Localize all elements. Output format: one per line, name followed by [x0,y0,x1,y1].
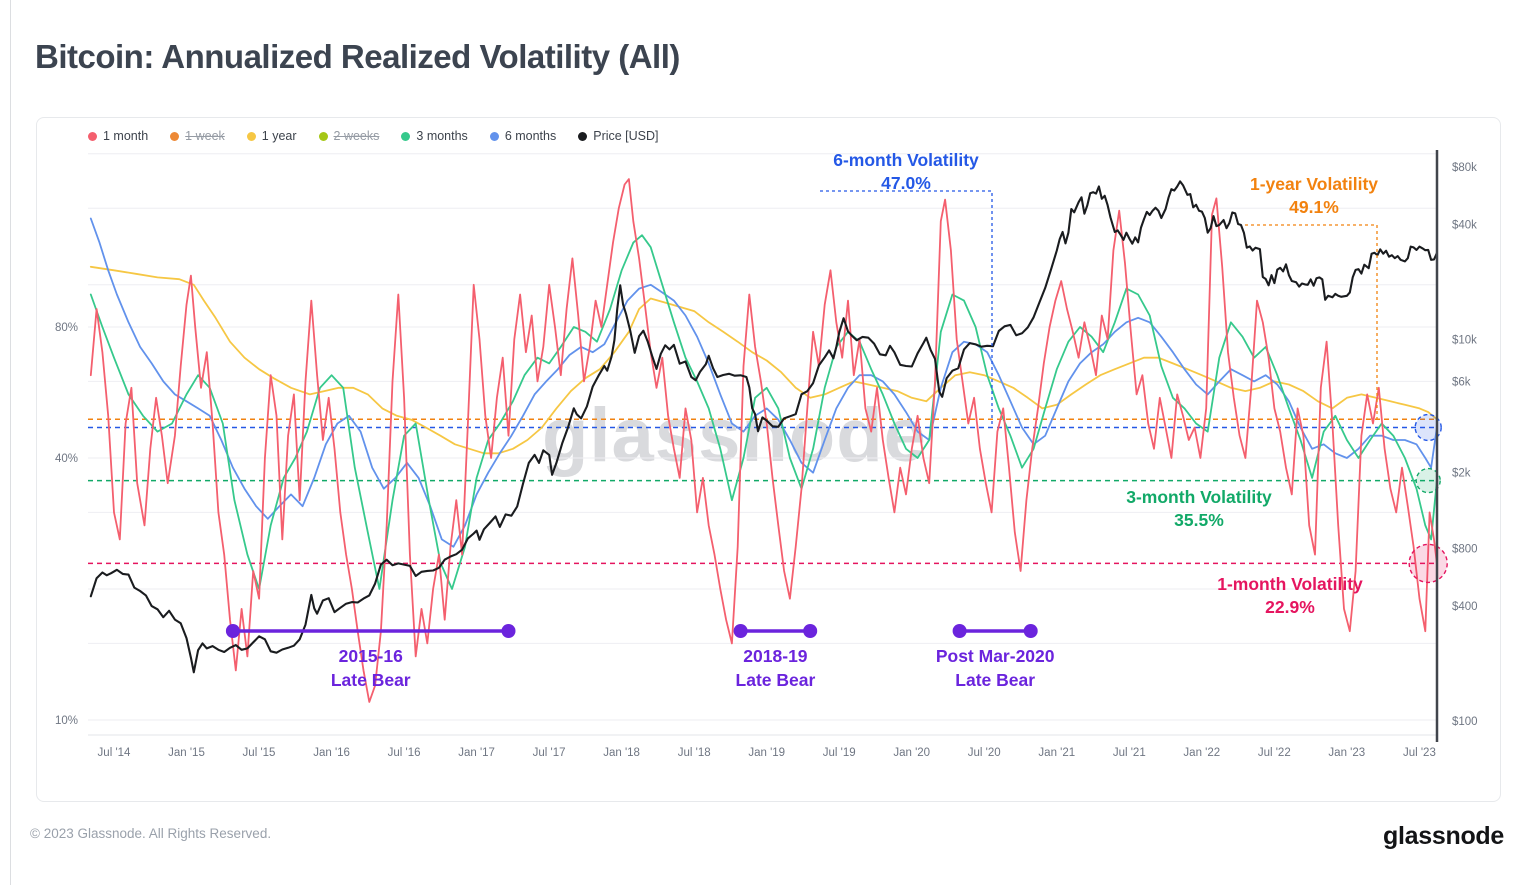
leader-line-vol1y [1245,224,1378,420]
x-tick: Jul '15 [243,747,276,759]
y-left-tick: 80% [55,322,78,334]
y-right-tick: $100 [1452,716,1478,728]
copyright-text: © 2023 Glassnode. All Rights Reserved. [30,826,272,841]
legend-label: Price [USD] [593,129,659,143]
legend-dot-icon [318,131,328,141]
bear-period-dot [733,624,748,638]
chart-card [36,117,1501,802]
glassnode-logo: glassnode [1383,822,1504,850]
bear-period-dot [952,624,967,638]
legend-dot-icon [170,131,180,141]
window-edge-divider [10,0,11,885]
legend-item-3-months[interactable]: 3 months [401,129,468,143]
legend-dot-icon [88,131,97,141]
x-tick: Jul '21 [1113,747,1146,759]
y-right-tick: $80k [1452,162,1477,174]
bear-period-dot [803,624,818,638]
y-right-tick: $10k [1452,334,1477,346]
page-title: Bitcoin: Annualized Realized Volatility … [35,38,680,75]
x-tick: Jan '20 [893,747,930,759]
legend-label: 1 year [261,129,297,143]
legend-dot-icon [489,131,499,141]
legend-item-1-month[interactable]: 1 month [88,129,148,143]
x-tick: Jul '17 [533,747,566,759]
x-tick: Jul '14 [98,747,131,759]
x-tick: Jan '18 [603,747,640,759]
y-left-tick: 10% [55,715,78,727]
series-6-months [89,217,1438,548]
legend-item-price-usd[interactable]: Price [USD] [578,129,659,143]
y-right-tick: $40k [1452,219,1477,231]
endpoint-circle-vol1m [1408,543,1448,584]
x-tick: Jan '22 [1183,747,1220,759]
endpoint-circle-vol3m [1415,467,1441,494]
legend-item-6-months[interactable]: 6 months [489,129,557,143]
x-tick: Jan '16 [313,747,350,759]
x-tick: Jul '20 [968,747,1001,759]
x-tick: Jan '19 [748,747,785,759]
legend-label: 1 month [103,129,149,143]
glassnode-watermark: glassnode [542,393,927,478]
legend-dot-icon [246,131,256,141]
x-tick: Jan '21 [1038,747,1075,759]
y-left-tick: 40% [55,453,78,465]
y-right-tick: $6k [1452,377,1471,389]
legend-item-1-week[interactable]: 1 week [170,129,225,143]
series-1-month [89,178,1438,703]
x-tick: Jul '18 [678,747,711,759]
x-tick: Jul '19 [823,747,856,759]
legend-dot-icon [578,131,588,141]
y-right-tick: $400 [1452,601,1478,613]
x-tick: Jan '15 [168,747,205,759]
series-1-year [89,265,1438,455]
legend-label: 1 week [185,129,225,143]
legend-label: 2 weeks [333,129,380,143]
x-tick: Jan '17 [458,747,495,759]
y-right-tick: $2k [1452,468,1471,480]
x-tick: Jan '23 [1328,747,1365,759]
bear-period-dot [225,624,240,638]
endpoint-circle-vol6m [1414,413,1442,442]
legend-item-2-weeks[interactable]: 2 weeks [318,129,380,143]
chart-legend: 1 month 1 week 1 year 2 weeks 3 months 6 mont… [88,129,659,143]
legend-label: 3 months [416,129,468,143]
series-3-months [89,234,1438,590]
legend-item-1-year[interactable]: 1 year [246,129,297,143]
legend-dot-icon [401,131,411,141]
y-right-tick: $800 [1452,544,1478,556]
x-tick: Jul '22 [1258,747,1291,759]
bear-period-dot [501,624,516,638]
bear-period-dot [1023,624,1038,638]
x-tick: Jul '16 [388,747,421,759]
x-tick: Jul '23 [1403,747,1436,759]
legend-label: 6 months [504,129,557,143]
series-price-usd [89,180,1438,674]
